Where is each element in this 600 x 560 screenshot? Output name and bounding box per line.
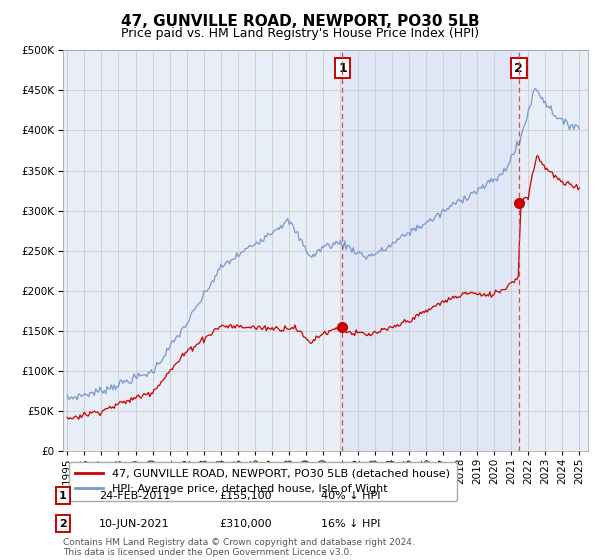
Text: 47, GUNVILLE ROAD, NEWPORT, PO30 5LB: 47, GUNVILLE ROAD, NEWPORT, PO30 5LB xyxy=(121,14,479,29)
Legend: 47, GUNVILLE ROAD, NEWPORT, PO30 5LB (detached house), HPI: Average price, detac: 47, GUNVILLE ROAD, NEWPORT, PO30 5LB (de… xyxy=(68,462,457,501)
Text: 1: 1 xyxy=(338,62,347,75)
Text: 1: 1 xyxy=(59,491,67,501)
Text: 2: 2 xyxy=(514,62,523,75)
Text: Contains HM Land Registry data © Crown copyright and database right 2024.
This d: Contains HM Land Registry data © Crown c… xyxy=(63,538,415,557)
Text: Price paid vs. HM Land Registry's House Price Index (HPI): Price paid vs. HM Land Registry's House … xyxy=(121,27,479,40)
Bar xyxy=(343,50,518,451)
Text: £310,000: £310,000 xyxy=(219,519,272,529)
Text: 2: 2 xyxy=(59,519,67,529)
Text: 40% ↓ HPI: 40% ↓ HPI xyxy=(321,491,380,501)
Text: £155,100: £155,100 xyxy=(219,491,272,501)
Text: 10-JUN-2021: 10-JUN-2021 xyxy=(99,519,170,529)
Text: 16% ↓ HPI: 16% ↓ HPI xyxy=(321,519,380,529)
Text: 24-FEB-2011: 24-FEB-2011 xyxy=(99,491,170,501)
